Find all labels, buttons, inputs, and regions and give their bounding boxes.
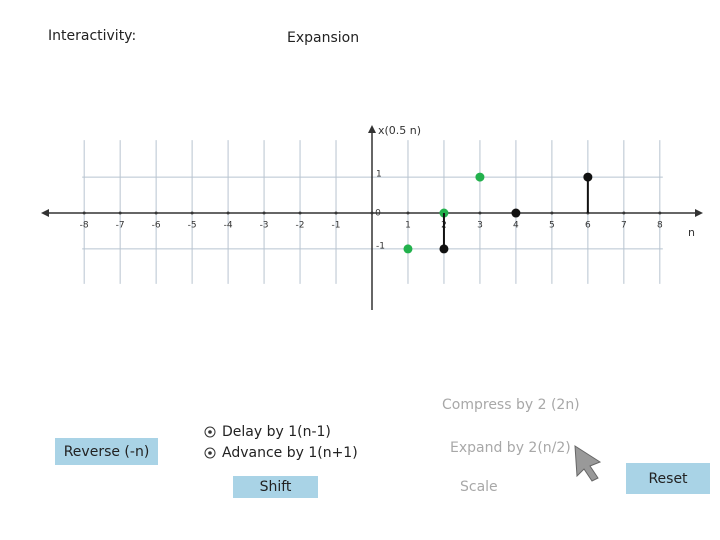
- x-tick-label: -8: [80, 221, 89, 231]
- expand-option[interactable]: Expand by 2(n/2): [450, 440, 571, 456]
- x-tick-label: 8: [657, 221, 663, 231]
- radio-label[interactable]: Advance by 1(n+1): [222, 445, 358, 461]
- x-tick-label: -6: [152, 221, 161, 231]
- x-tick-label: -3: [260, 221, 269, 231]
- cursor: [574, 445, 602, 482]
- y-axis-label: x(0.5 n): [378, 124, 421, 137]
- x-tick-label: -5: [188, 221, 197, 231]
- stem-point: [583, 172, 593, 182]
- arrow: [41, 209, 49, 218]
- stem-point: [403, 244, 413, 254]
- y-tick-label: -1: [376, 241, 385, 251]
- reverse-button[interactable]: Reverse (-n): [55, 438, 158, 465]
- stem-point: [439, 244, 449, 254]
- arrow: [368, 125, 376, 133]
- arrow: [695, 209, 703, 218]
- x-tick-label: -2: [296, 221, 305, 231]
- x-tick-label: -7: [116, 221, 125, 231]
- reset-button[interactable]: Reset: [626, 463, 710, 494]
- x-tick-label: 6: [585, 221, 591, 231]
- x-tick-label: -4: [224, 221, 233, 231]
- x-tick-label: 3: [477, 221, 483, 231]
- heading: Expansion: [287, 30, 360, 46]
- radio[interactable]: [204, 447, 216, 459]
- radio-dot: [208, 451, 212, 455]
- radio-label[interactable]: Delay by 1(n-1): [222, 424, 331, 440]
- x-tick-label: 1: [405, 221, 411, 231]
- compress-option[interactable]: Compress by 2 (2n): [442, 397, 580, 413]
- radio-dot: [208, 430, 212, 434]
- x-tick-label: 7: [621, 221, 627, 231]
- x-tick-label: 4: [513, 221, 519, 231]
- shift-button[interactable]: Shift: [233, 476, 318, 498]
- label: Interactivity:: [48, 28, 137, 44]
- x-axis-label: n: [688, 226, 695, 239]
- stem-point: [511, 208, 521, 218]
- stem-point: [475, 172, 485, 182]
- x-tick-label: 5: [549, 221, 555, 231]
- x-tick-label: -1: [332, 221, 341, 231]
- radio[interactable]: [204, 426, 216, 438]
- y-tick-label: 1: [376, 170, 382, 180]
- scale-option[interactable]: Scale: [460, 479, 498, 495]
